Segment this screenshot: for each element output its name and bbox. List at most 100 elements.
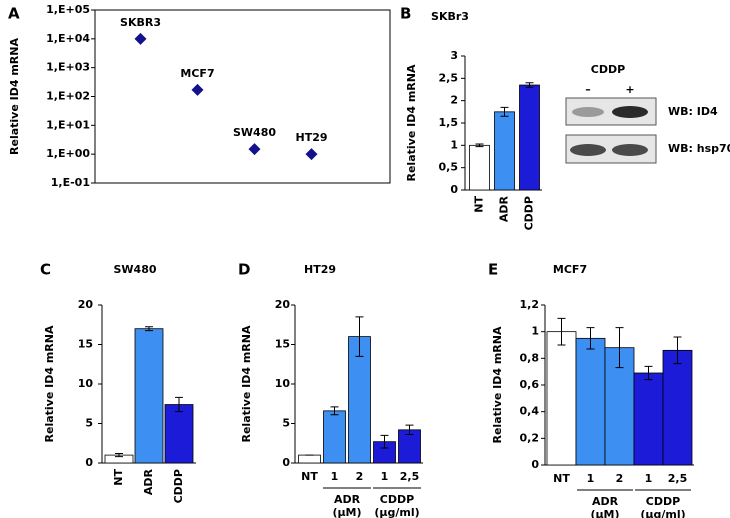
point-label: HT29 [295,131,327,144]
y-tick-label: 15 [78,338,93,351]
blot-treatment: CDDP [591,63,625,76]
y-tick-label: 1,E+05 [46,3,90,16]
error-bar [355,316,364,357]
chart-title: MCF7 [553,263,587,276]
x-tick-label: NT [553,472,570,485]
bar [323,410,346,464]
error-bar [115,453,123,458]
y-tick-label: 0,2 [520,431,540,444]
y-tick-label: 5 [282,417,290,430]
plot-frame [94,9,391,184]
group-unit: (µg/ml) [640,508,685,518]
y-tick-label: 5 [85,417,93,430]
x-tick-label: CDDP [172,469,185,503]
x-tick-label: ADR [142,468,155,495]
x-tick-label: 1 [645,472,653,485]
blot-row-label: WB: ID4 [668,105,718,118]
y-axis-title: Relative ID4 mRNA [405,64,418,181]
y-tick-label: 1,E+00 [46,147,90,160]
x-tick-label: NT [473,196,486,213]
y-tick-label: 3 [450,49,458,62]
panel-letter: A [8,5,20,23]
y-tick-label: 20 [78,298,94,311]
bar [546,331,577,466]
bar [469,144,490,191]
y-tick-label: 0 [282,456,290,469]
panel-letter: B [400,5,411,23]
blot-row-label: WB: hsp70 [668,142,730,155]
point [134,32,147,45]
blot-band [572,107,604,117]
y-tick-label: 1 [450,138,458,151]
bar [164,404,194,464]
x-tick-label: 2 [356,470,364,483]
blot-band [570,144,606,156]
chart-title: SW480 [113,263,156,276]
error-bar [475,143,484,148]
point-label: MCF7 [180,67,214,80]
blot-lane: + [625,83,634,96]
blot-band [612,106,648,118]
x-tick-label: 1 [331,470,339,483]
y-tick-label: 0,4 [520,405,540,418]
error-bar [175,396,183,413]
y-tick-label: 2,5 [439,71,459,84]
x-tick-label: NT [301,470,318,483]
y-tick-label: 1 [531,325,539,338]
y-tick-label: 0 [85,456,93,469]
y-tick-label: 1,E+04 [46,32,90,45]
x-tick-label: 1 [381,470,389,483]
y-axis-title: Relative ID4 mRNA [240,325,253,442]
western-blot [565,97,657,164]
x-tick-label: 1 [587,472,595,485]
y-tick-label: 1,E+02 [46,90,90,103]
group-unit: (µM) [590,508,619,518]
error-bar [145,326,153,332]
y-tick-label: 0,5 [439,161,459,174]
error-bar [615,327,624,369]
bar [519,84,540,191]
error-bar [405,424,414,436]
error-bar [586,327,595,350]
group-unit: (µg/ml) [374,506,419,518]
y-tick-label: 10 [275,377,291,390]
point [248,143,261,156]
group-label: CDDP [646,495,680,508]
point [305,148,318,161]
y-tick-label: 1,E-01 [51,176,90,189]
panel-letter: E [488,261,498,279]
x-tick-label: 2,5 [668,472,688,485]
y-axis-title: Relative ID4 mRNA [8,38,21,155]
x-tick-label: 2 [616,472,624,485]
blot-lane: – [585,83,591,96]
y-tick-label: 0,8 [520,351,540,364]
y-tick-label: 1,E+03 [46,61,90,74]
x-tick-label: CDDP [523,196,536,230]
panel-letter: C [40,261,51,279]
bar [494,111,515,191]
panel-letter: D [238,261,250,279]
error-bar [644,365,653,381]
group-label: ADR [592,495,619,508]
group-label: CDDP [380,493,414,506]
y-tick-label: 1,2 [520,298,540,311]
error-bar [500,106,509,117]
chart-title: SKBr3 [431,10,469,23]
bar [662,349,693,466]
y-tick-label: 1,5 [439,116,459,129]
x-tick-label: 2,5 [400,470,420,483]
y-tick-label: 20 [275,298,291,311]
error-bar [330,406,339,416]
x-tick-label: NT [112,469,125,486]
point-label: SW480 [233,126,276,139]
error-bar [525,82,534,88]
error-bar [557,317,566,346]
error-bar [380,434,389,449]
point-label: SKBR3 [120,16,161,29]
y-tick-label: 10 [78,377,94,390]
point [191,83,204,96]
y-tick-label: 0 [450,183,458,196]
x-tick-label: ADR [498,195,511,222]
y-axis-title: Relative ID4 mRNA [43,325,56,442]
